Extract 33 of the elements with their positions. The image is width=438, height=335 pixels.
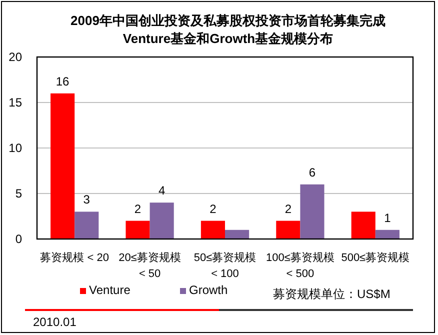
data-label: 16 (56, 74, 70, 88)
legend-label: Venture (89, 283, 131, 297)
bar (150, 202, 174, 239)
x-tick-label: 募资规模 < 20 (40, 251, 109, 264)
bar (351, 212, 376, 239)
data-label: 1 (384, 210, 392, 225)
bar (300, 184, 324, 239)
y-tick-label: 0 (15, 232, 22, 246)
bar (200, 220, 225, 239)
bar (276, 220, 300, 239)
y-tick-label: 5 (15, 186, 22, 201)
bar (126, 220, 150, 239)
text: 2010.01 (33, 315, 77, 329)
text: 募资规模单位：US$M (273, 287, 390, 301)
x-tick-label: 50≤募资规模 < 100 (194, 251, 256, 280)
legend-label: Growth (189, 283, 228, 297)
data-label: 2 (284, 202, 292, 216)
bar (74, 212, 99, 239)
y-tick-label: 10 (8, 141, 22, 156)
x-tick-label: 500≤募资规模 (341, 251, 410, 264)
data-label: 6 (308, 165, 316, 180)
data-label: 3 (83, 192, 90, 207)
data-label: 4 (158, 184, 166, 198)
data-label: 2 (134, 202, 142, 216)
x-tick-label: 100≤募资规模 < 500 (266, 251, 334, 280)
x-tick-label: 20≤募资规模 < 50 (118, 251, 181, 280)
chart-title: 2009年中国创业投资及私募股权投资市场首轮募集完成 Venture基金和Growth基金规模分布 (70, 13, 386, 46)
data-label: 2 (210, 202, 217, 216)
bar (225, 230, 250, 239)
bar (375, 230, 400, 239)
y-tick-label: 15 (8, 96, 22, 110)
y-tick-label: 20 (8, 50, 22, 64)
bar (50, 93, 75, 239)
